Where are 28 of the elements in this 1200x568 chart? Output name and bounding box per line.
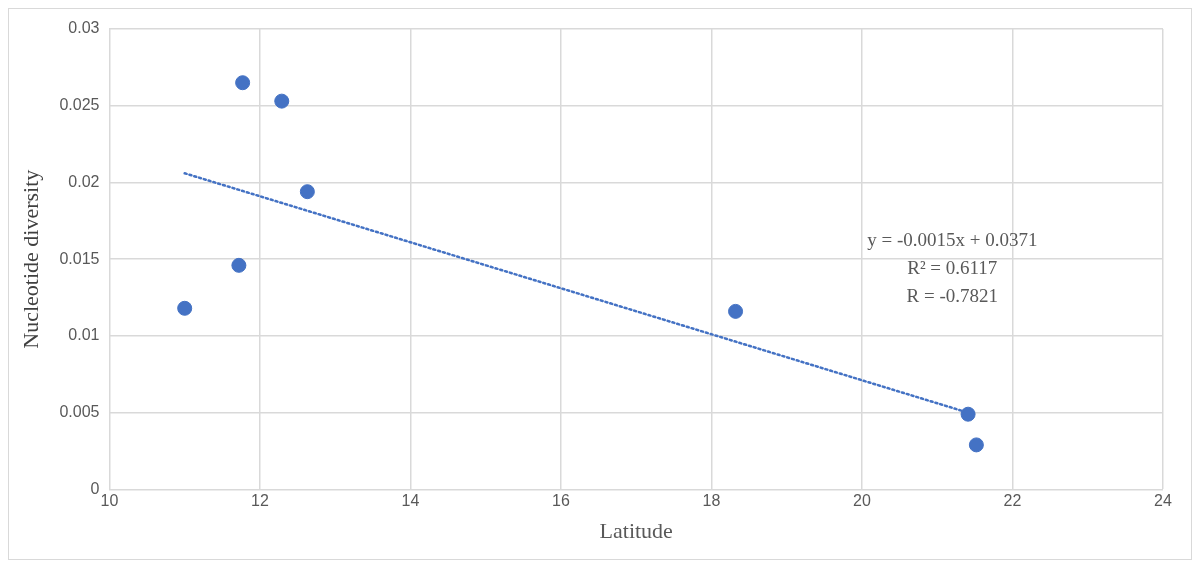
x-axis-title: Latitude	[599, 517, 673, 543]
x-tick-label: 12	[251, 492, 269, 510]
point	[968, 437, 984, 453]
annotation: y = -0.0015x + 0.0371	[867, 228, 1038, 250]
annotation: R² = 0.6117	[907, 256, 998, 278]
point	[299, 184, 315, 200]
y-tick-label: 0.02	[68, 172, 100, 190]
point	[274, 93, 290, 109]
point	[960, 406, 976, 422]
x-tick-label: 10	[100, 492, 119, 510]
x-tick-label: 14	[401, 492, 420, 510]
point	[728, 303, 744, 319]
y-tick-label: 0.01	[68, 326, 100, 344]
annotation: R = -0.7821	[906, 284, 999, 306]
y-tick-label: 0	[90, 479, 100, 497]
y-tick-label: 0.025	[59, 96, 100, 114]
x-tick-label: 18	[702, 492, 721, 510]
x-tick-label: 24	[1154, 492, 1172, 510]
point	[177, 300, 193, 316]
y-tick-label: 0.03	[68, 19, 100, 37]
point	[235, 75, 251, 91]
point	[231, 257, 247, 273]
x-tick-label: 20	[853, 492, 871, 510]
x-tick-label: 22	[1003, 492, 1022, 510]
y-tick-label: 0.005	[59, 403, 100, 421]
y-tick-label: 0.015	[59, 249, 100, 267]
x-tick-label: 16	[552, 492, 570, 510]
y-axis-title: Nucleotide diversity	[17, 169, 43, 349]
